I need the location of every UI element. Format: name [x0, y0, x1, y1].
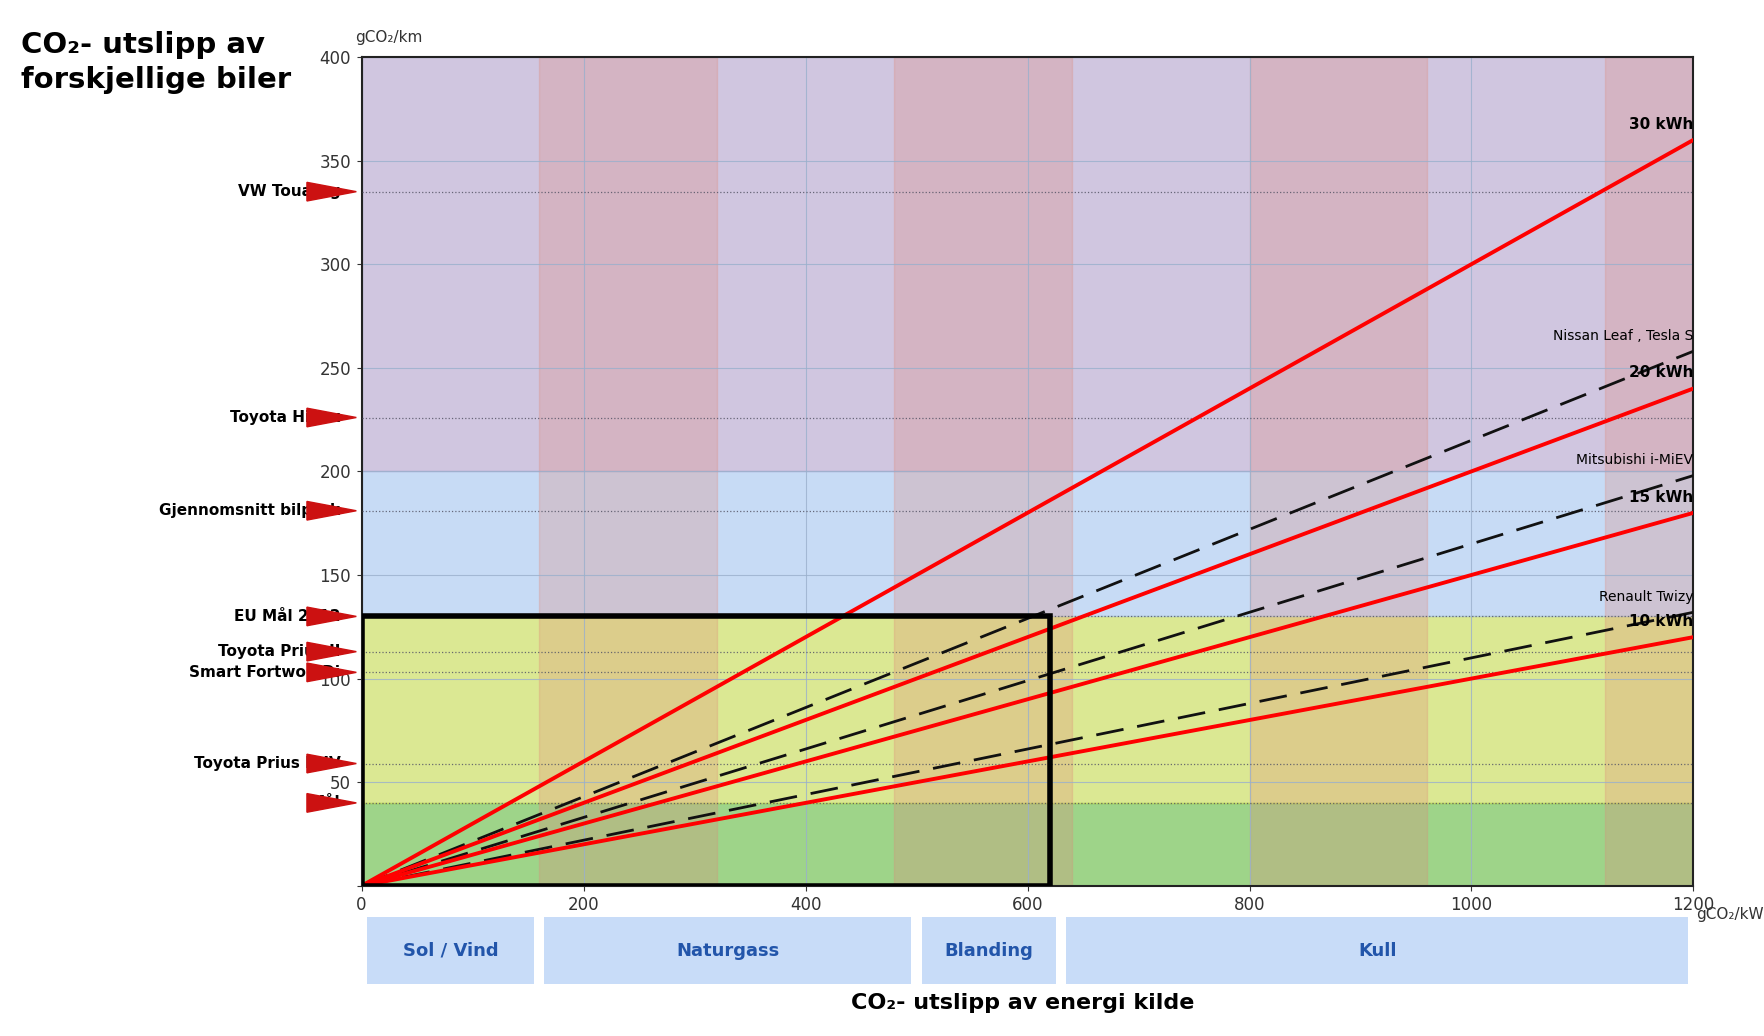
Text: Renault Twizy: Renault Twizy	[1598, 589, 1693, 604]
Text: 10 kWh: 10 kWh	[1630, 614, 1693, 629]
Text: CO₂- utslipp av
forskjellige biler: CO₂- utslipp av forskjellige biler	[21, 31, 291, 93]
Text: gCO₂/km: gCO₂/km	[355, 30, 422, 45]
Text: 15 kWh: 15 kWh	[1630, 490, 1693, 505]
Text: Smart Fortwo CDi: Smart Fortwo CDi	[189, 665, 340, 680]
Bar	[362, 616, 1693, 803]
Text: Gjennomsnitt bilpark: Gjennomsnitt bilpark	[159, 503, 340, 518]
Bar	[894, 57, 1073, 886]
Text: VW Touareg: VW Touareg	[238, 184, 340, 199]
Text: CO₂- utslipp av energi kilde: CO₂- utslipp av energi kilde	[852, 994, 1194, 1013]
Text: Sol / Vind: Sol / Vind	[402, 942, 497, 959]
Text: 30 kWh: 30 kWh	[1630, 117, 1693, 132]
Bar	[362, 616, 1050, 886]
Text: 20 kWh: 20 kWh	[1628, 366, 1693, 380]
Text: Toyota HiLux: Toyota HiLux	[229, 410, 340, 425]
Bar	[540, 57, 716, 886]
Text: Nissan Leaf , Tesla S: Nissan Leaf , Tesla S	[1552, 328, 1693, 343]
Bar	[362, 471, 1693, 616]
Text: Mål: Mål	[310, 796, 340, 810]
Text: Toyota Prius II: Toyota Prius II	[219, 644, 340, 659]
Text: Blanding: Blanding	[944, 942, 1034, 959]
Text: Mitsubishi i-MiEV: Mitsubishi i-MiEV	[1577, 453, 1693, 467]
Text: Toyota Prius PHV: Toyota Prius PHV	[194, 756, 340, 771]
Text: Kull: Kull	[1358, 942, 1397, 959]
Bar	[362, 57, 1693, 471]
Bar	[1605, 57, 1693, 886]
Text: gCO₂/kWh: gCO₂/kWh	[1697, 906, 1764, 921]
Text: EU Mål 2012: EU Mål 2012	[235, 609, 340, 624]
Bar	[1249, 57, 1427, 886]
Bar	[362, 803, 1693, 886]
Text: Naturgass: Naturgass	[676, 942, 780, 959]
